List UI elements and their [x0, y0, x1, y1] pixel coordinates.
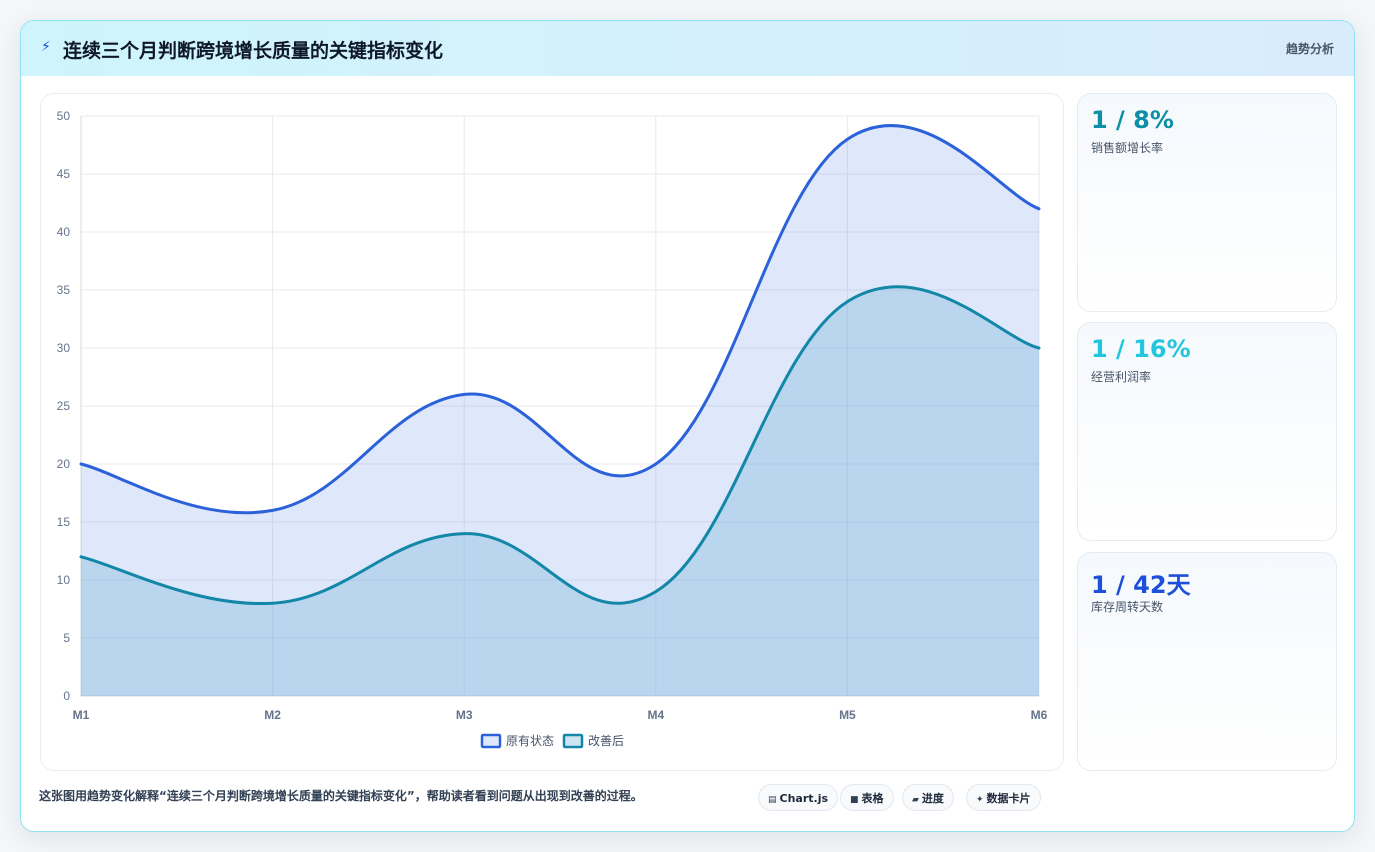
chart-icon: ▤ — [768, 795, 777, 805]
kpi-card-sales-growth: 1 / 8% 销售额增长率 — [1077, 93, 1337, 312]
chart-panel: 0 5 10 15 20 25 30 35 40 45 50 M1 M2 M3 M4 M5 M6 原有状态 改善后 — [40, 93, 1064, 771]
pill-chartjs[interactable]: ▤ Chart.js — [758, 784, 839, 811]
x-tick-label: M1 — [73, 708, 90, 722]
legend-label: 原有状态 — [506, 734, 554, 748]
y-tick-label: 0 — [63, 689, 70, 703]
x-tick-label: M2 — [264, 708, 281, 722]
series-line-1 — [79, 124, 1041, 515]
card-header: ⚡ 连续三个月判断跨境增长质量的关键指标变化 趋势分析 — [21, 21, 1354, 76]
pill-table[interactable]: ■ 表格 — [840, 784, 894, 811]
x-tick-label: M5 — [839, 708, 856, 722]
series-line-2 — [79, 285, 1041, 606]
x-tick-label: M3 — [456, 708, 473, 722]
pill-progress[interactable]: ▰ 进度 — [902, 784, 954, 811]
y-tick-label: 45 — [57, 167, 71, 181]
kpi-value: 1 / 16% — [1091, 335, 1191, 363]
trend-analysis-tag[interactable]: 趋势分析 — [1285, 42, 1334, 56]
page-title: 连续三个月判断跨境增长质量的关键指标变化 — [63, 40, 444, 62]
pill-label: 表格 — [861, 792, 884, 805]
kpi-value: 1 / 42天 — [1091, 571, 1191, 599]
kpi-label: 经营利润率 — [1091, 370, 1152, 384]
lightning-icon: ⚡ — [41, 39, 51, 55]
y-tick-label: 5 — [63, 631, 70, 645]
pill-data-cards[interactable]: ✦ 数据卡片 — [966, 784, 1041, 811]
pill-label: Chart.js — [779, 792, 829, 805]
chart-description: 这张图用趋势变化解释“连续三个月判断跨境增长质量的关键指标变化”，帮助读者看到问… — [39, 789, 643, 803]
kpi-card-operating-margin: 1 / 16% 经营利润率 — [1077, 322, 1337, 541]
pill-label: 进度 — [921, 792, 944, 805]
y-tick-label: 30 — [57, 341, 71, 355]
kpi-label: 库存周转天数 — [1091, 600, 1164, 614]
progress-icon: ▰ — [912, 795, 919, 805]
pill-label: 数据卡片 — [986, 792, 1031, 805]
kpi-value: 1 / 8% — [1091, 106, 1174, 134]
legend-swatch — [480, 733, 502, 749]
x-tick-label: M6 — [1031, 708, 1048, 722]
y-tick-label: 10 — [57, 573, 71, 587]
y-tick-label: 50 — [57, 109, 71, 123]
area-chart: 0 5 10 15 20 25 30 35 40 45 50 M1 M2 M3 M4 M5 M6 原有状态 改善后 — [57, 109, 1048, 749]
table-icon: ■ — [850, 795, 859, 805]
series-area-1 — [81, 125, 1039, 697]
legend-label: 改善后 — [588, 733, 624, 748]
y-tick-label: 25 — [57, 399, 71, 413]
y-tick-label: 20 — [57, 457, 71, 471]
y-tick-label: 40 — [57, 225, 71, 239]
y-tick-label: 15 — [57, 515, 71, 529]
x-tick-label: M4 — [647, 708, 664, 722]
y-tick-label: 35 — [57, 283, 71, 297]
sparkle-icon: ✦ — [976, 795, 984, 805]
kpi-card-inventory-days: 1 / 42天 库存周转天数 — [1077, 552, 1337, 771]
legend-swatch — [562, 733, 584, 749]
kpi-label: 销售额增长率 — [1091, 141, 1164, 155]
dashboard-card: ⚡ 连续三个月判断跨境增长质量的关键指标变化 趋势分析 0 5 10 15 20 25 30… — [20, 20, 1355, 832]
